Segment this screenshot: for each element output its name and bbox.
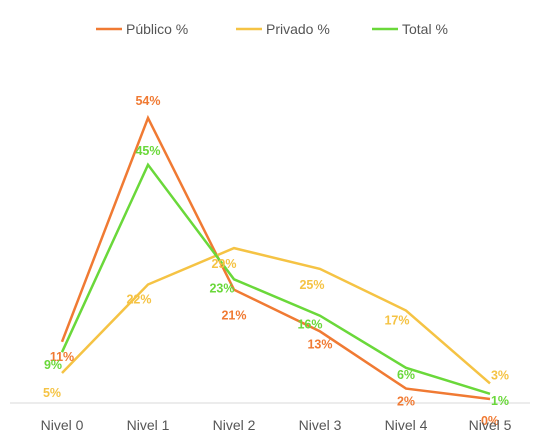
data-labels: 11% 54% 21% 13% 2% 0% 5% 22% 29% 25% 17% 3% 9% 45% 23%… [43, 94, 509, 428]
data-label-privado-3: 25% [299, 278, 324, 292]
data-label-privado-1: 22% [126, 293, 151, 307]
x-tick-label-nivel-4: Nivel 4 [385, 417, 428, 433]
data-label-privado-5: 3% [491, 368, 509, 382]
data-label-publico-0: 11% [50, 350, 74, 364]
data-label-publico-5: 0% [481, 414, 499, 428]
data-label-total-2: 23% [209, 281, 234, 295]
x-tick-label-nivel-0: Nivel 0 [41, 417, 84, 433]
data-label-total-0: 9% [44, 358, 62, 372]
data-label-publico-2: 21% [221, 309, 246, 323]
data-label-publico-3: 13% [307, 337, 332, 351]
x-tick-label-nivel-5: Nivel 5 [469, 417, 512, 433]
legend-label-total: Total % [402, 21, 448, 37]
data-label-total-5: 1% [491, 394, 509, 408]
x-tick-label-nivel-1: Nivel 1 [127, 417, 170, 433]
legend: Público % Privado % Total % [96, 21, 448, 37]
data-label-publico-1: 54% [135, 94, 160, 108]
x-axis-ticks: Nivel 0 Nivel 1 Nivel 2 Nivel 3 Nivel 4 Nivel… [41, 417, 512, 433]
data-label-privado-2: 29% [211, 257, 236, 271]
data-label-total-4: 6% [397, 368, 415, 382]
legend-label-privado: Privado % [266, 21, 330, 37]
series-line-total [60, 162, 491, 395]
series-line-privado [61, 246, 491, 385]
series-lines [60, 114, 491, 401]
series-line-publico [60, 114, 491, 401]
data-label-privado-0: 5% [43, 386, 61, 400]
legend-label-publico: Público % [126, 21, 188, 37]
data-label-privado-4: 17% [384, 314, 409, 328]
x-tick-label-nivel-2: Nivel 2 [213, 417, 256, 433]
x-tick-label-nivel-3: Nivel 3 [299, 417, 342, 433]
data-label-publico-4: 2% [397, 395, 415, 409]
data-label-total-1: 45% [135, 144, 160, 158]
data-label-total-3: 16% [297, 318, 322, 332]
